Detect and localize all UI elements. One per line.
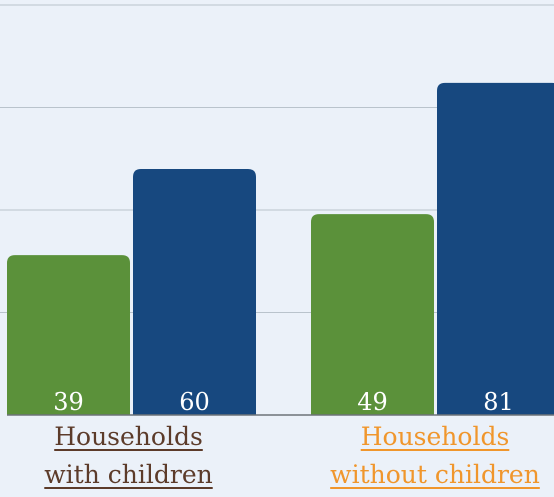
value-label-series-2-category-2: 81 [483,388,514,416]
bar-series-1-category-2[interactable] [311,214,434,415]
category-label-line-1: Households [54,422,203,451]
value-label-series-1-category-2: 49 [357,388,388,416]
bar-series-1-category-1[interactable] [7,255,130,415]
category-label-line-1: Households [360,422,510,451]
bar-series-2-category-2[interactable] [437,82,554,415]
bar-series-2-category-1[interactable] [133,169,256,415]
category-label-households-with-children[interactable]: Households with children [0,418,257,494]
category-label-line-2: without children [330,460,540,489]
value-label-series-2-category-1: 60 [179,388,210,416]
bar-chart: 39 49 60 81 [0,4,554,416]
value-label-series-1-category-1: 39 [53,388,84,416]
category-label-line-2: with children [44,460,213,489]
category-label-households-without-children[interactable]: Households without children [290,418,554,494]
